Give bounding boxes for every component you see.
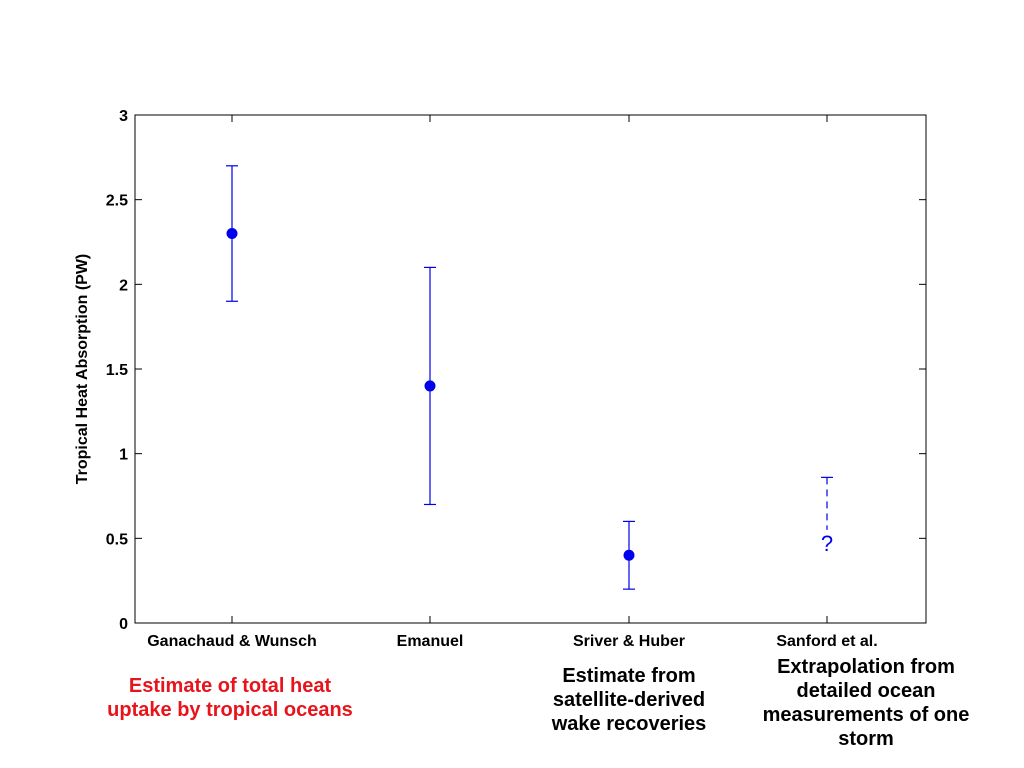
annotation-text: Estimate from satellite-derived wake recov… <box>519 664 739 736</box>
y-axis-title: Tropical Heat Absorption (PW) <box>74 254 91 485</box>
annotation-line: storm <box>838 728 894 750</box>
y-tick-label: 1.5 <box>106 362 128 379</box>
annotation-line: uptake by tropical oceans <box>107 699 353 721</box>
y-tick-label: 0.5 <box>106 531 128 548</box>
annotation-text: Estimate of total heat uptake by tropical… <box>80 674 380 722</box>
annotation-text: Extrapolation from detailed ocean measurem… <box>741 655 991 751</box>
error-bars <box>226 165 833 590</box>
y-axis-ticks: 0 0.5 1 1.5 2 2.5 3 <box>106 108 926 633</box>
data-point-marker <box>424 380 436 392</box>
x-category-label: Sriver & Huber <box>573 633 685 650</box>
x-axis-ticks: Ganachaud & Wunsch Emanuel Sriver & Huber S… <box>147 115 878 650</box>
x-category-label: Emanuel <box>397 633 464 650</box>
annotation-line: detailed ocean <box>796 680 936 702</box>
plot-frame <box>134 114 927 624</box>
annotation-line: wake recoveries <box>551 713 707 735</box>
y-tick-label: 2.5 <box>106 193 128 210</box>
annotation-line: Estimate of total heat <box>128 675 332 697</box>
annotation-line: measurements of one <box>762 704 970 726</box>
x-category-label: Ganachaud & Wunsch <box>147 633 317 650</box>
annotation-line: Estimate from <box>562 665 696 687</box>
x-category-label: Sanford et al. <box>776 633 877 650</box>
y-tick-label: 1 <box>119 447 128 464</box>
uncertain-marker-text: ? <box>821 531 833 556</box>
data-point-marker <box>623 549 635 561</box>
y-tick-label: 2 <box>119 277 128 294</box>
data-point-marker <box>226 228 238 240</box>
annotation-line: Extrapolation from <box>777 656 955 678</box>
y-tick-label: 3 <box>119 108 128 125</box>
data-markers: ? <box>226 228 833 561</box>
y-tick-label: 0 <box>119 616 128 633</box>
annotation-line: satellite-derived <box>552 689 706 711</box>
